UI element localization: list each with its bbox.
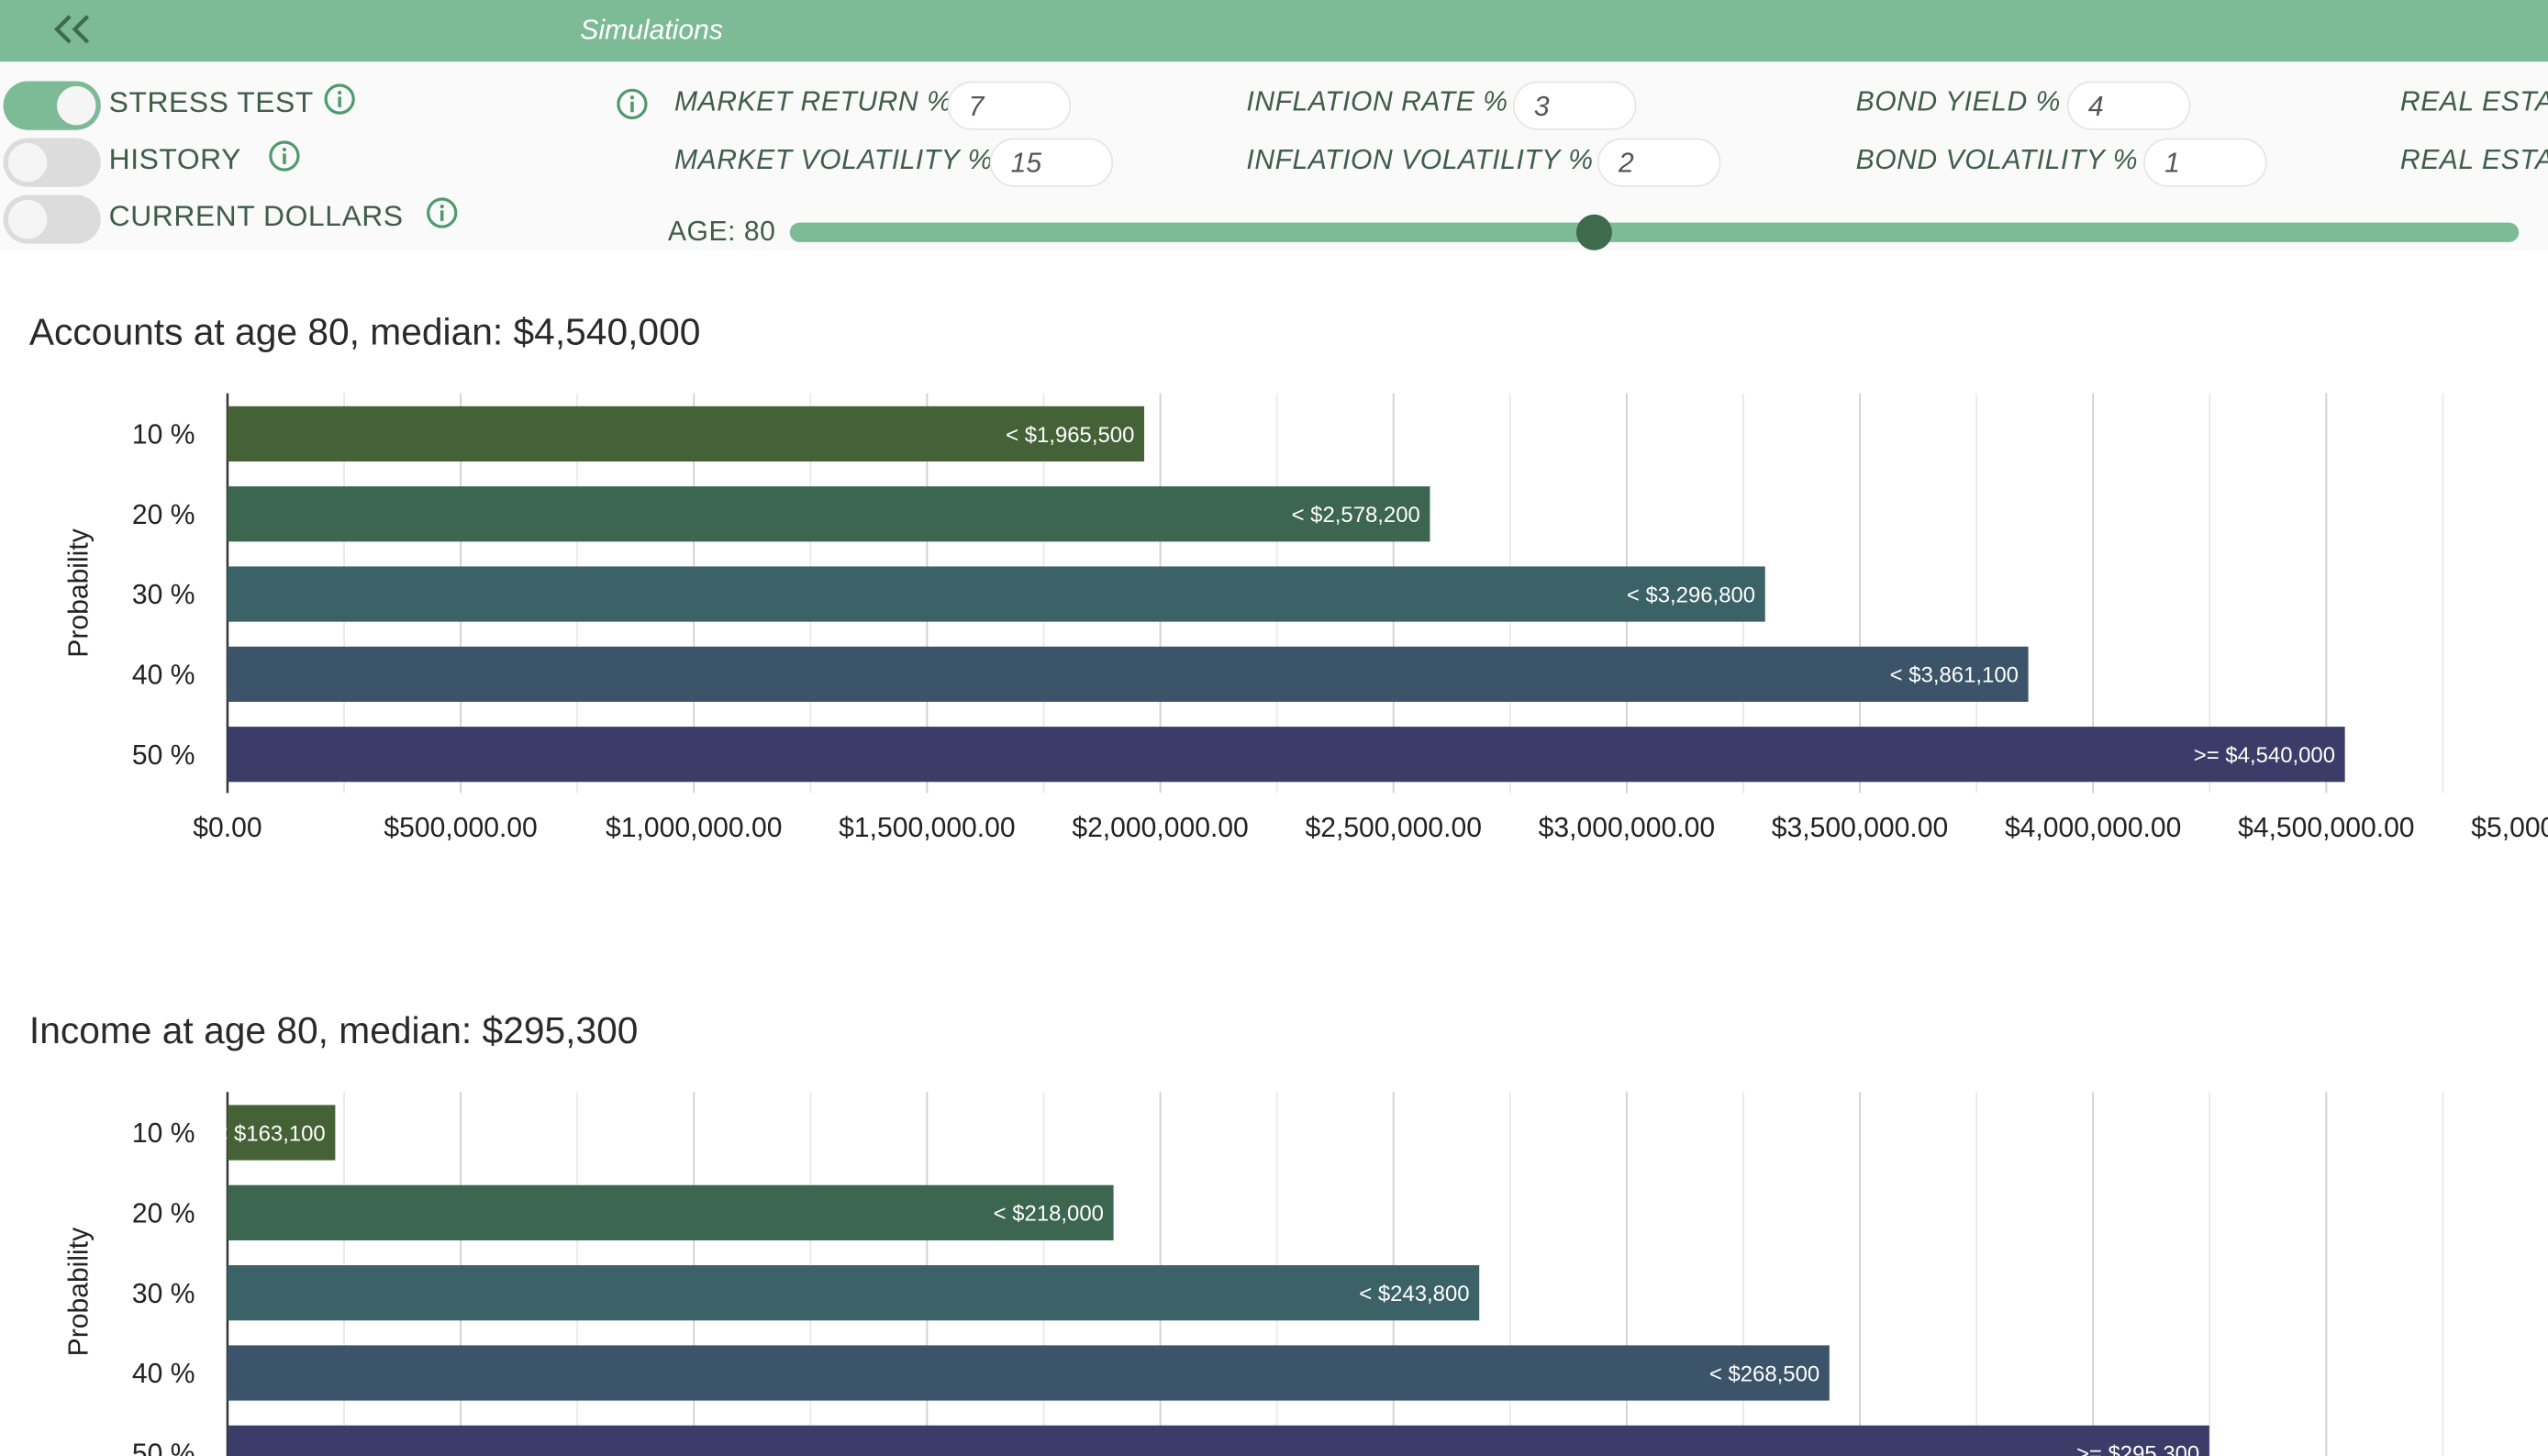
bar-data-label: < $3,296,800 (1627, 583, 1755, 607)
age-slider-thumb[interactable] (1575, 214, 1612, 250)
y-axis-label: Probability (64, 528, 95, 658)
x-tick-label: $5,000,000.00 (2471, 813, 2548, 843)
category-label: 10 % (132, 420, 195, 450)
age-slider-track[interactable] (789, 222, 2520, 242)
toggle-knob (7, 199, 48, 239)
x-tick-label: $1,500,000.00 (839, 813, 1015, 843)
bar-data-label: < $3,861,100 (1890, 663, 2019, 688)
market-return-label: MARKET RETURN % (674, 85, 952, 117)
info-icon[interactable] (426, 196, 458, 228)
bar (227, 1105, 336, 1161)
bar-data-label: < $2,578,200 (1292, 503, 1420, 528)
category-label: 10 % (132, 1118, 195, 1149)
history-label: HISTORY (108, 142, 241, 176)
category-label: 40 % (132, 660, 195, 690)
market-volatility-input[interactable]: 15 (989, 138, 1114, 187)
bond-yield-input[interactable]: 4 (2066, 81, 2191, 130)
category-label: 20 % (132, 500, 195, 530)
bar (227, 486, 1430, 542)
bar-data-label: < $218,000 (994, 1202, 1104, 1227)
stress-test-toggle[interactable] (3, 81, 101, 130)
x-tick-label: $2,500,000.00 (1305, 813, 1481, 843)
inflation-volatility-input[interactable]: 2 (1597, 138, 1721, 187)
header-bar: Simulations (0, 0, 2548, 62)
bar-data-label: < $163,100 (215, 1121, 325, 1146)
bar (227, 1425, 2209, 1456)
x-tick-label: $0.00 (193, 813, 261, 843)
bar-data-label: < $1,965,500 (1006, 423, 1134, 448)
toggle-knob (7, 142, 48, 183)
inflation-rate-input[interactable]: 3 (1512, 81, 1637, 130)
category-label: 20 % (132, 1198, 195, 1228)
history-toggle[interactable] (3, 138, 101, 187)
bar (227, 1345, 1830, 1401)
current-dollars-toggle[interactable] (3, 195, 101, 244)
bar (227, 1265, 1480, 1321)
toggle-knob (56, 85, 96, 126)
bar-data-label: >= $295,300 (2076, 1442, 2199, 1456)
income-chart-title: Income at age 80, median: $295,300 (28, 1008, 639, 1051)
market-return-input[interactable]: 7 (947, 81, 1072, 130)
page-title: Simulations (580, 14, 723, 46)
double-chevron-left-icon[interactable] (52, 13, 95, 45)
bar (227, 566, 1765, 622)
bar (227, 727, 2345, 783)
real-estate-return-label: REAL ESTAT (2399, 85, 2548, 117)
bond-yield-label: BOND YIELD % (1855, 85, 2061, 117)
bond-volatility-input[interactable]: 1 (2143, 138, 2267, 187)
inflation-volatility-label: INFLATION VOLATILITY % (1246, 144, 1594, 176)
bar (227, 646, 2029, 702)
inflation-rate-label: INFLATION RATE % (1246, 85, 1508, 117)
real-estate-volatility-label: REAL ESTAT (2399, 144, 2548, 176)
x-tick-label: $3,500,000.00 (1772, 813, 1948, 843)
info-icon[interactable] (616, 88, 648, 120)
x-tick-label: $3,000,000.00 (1539, 813, 1715, 843)
accounts-chart: Probability 10 % < $1,965,500 20 % < $2,578,… (64, 393, 2548, 843)
bar-data-label: < $243,800 (1359, 1282, 1469, 1306)
bond-volatility-label: BOND VOLATILITY % (1855, 144, 2139, 176)
bar (227, 1184, 1114, 1240)
accounts-chart-title: Accounts at age 80, median: $4,540,000 (28, 310, 701, 353)
category-label: 50 % (132, 1439, 195, 1456)
x-tick-label: $2,000,000.00 (1072, 813, 1248, 843)
info-icon[interactable] (323, 83, 355, 115)
y-axis-label: Probability (64, 1228, 95, 1357)
x-tick-label: $500,000.00 (384, 813, 537, 843)
market-volatility-label: MARKET VOLATILITY % (674, 144, 993, 176)
category-label: 50 % (132, 740, 195, 771)
info-icon[interactable] (268, 139, 300, 172)
controls-panel: STRESS TEST HISTORY CURRENT DOLLARS MARK… (0, 61, 2548, 250)
bar-data-label: >= $4,540,000 (2194, 743, 2335, 768)
current-dollars-label: CURRENT DOLLARS (108, 199, 404, 233)
income-chart: Probability 10 % < $163,100 20 % < $218,000 3… (64, 1092, 2444, 1456)
stress-test-label: STRESS TEST (108, 85, 314, 119)
bar-data-label: < $268,500 (1709, 1362, 1819, 1386)
bar (227, 406, 1145, 462)
category-label: 30 % (132, 580, 195, 610)
age-label: AGE: 80 (667, 216, 776, 248)
x-tick-label: $1,000,000.00 (606, 813, 782, 843)
category-label: 40 % (132, 1359, 195, 1389)
x-tick-label: $4,000,000.00 (2005, 813, 2181, 843)
x-tick-label: $4,500,000.00 (2238, 813, 2414, 843)
category-label: 30 % (132, 1279, 195, 1309)
